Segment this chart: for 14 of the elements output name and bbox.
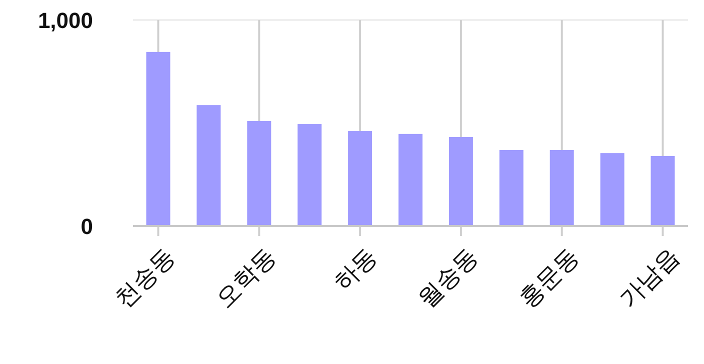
bar [196,105,221,226]
x-tick-label: 하동 [329,243,382,296]
y-tick-label: 0 [80,214,93,239]
bar [650,156,675,226]
y-tick-label: 1,000 [38,8,93,33]
bar [298,124,322,226]
bar [600,153,624,226]
bar [348,131,372,226]
bar [448,137,473,226]
bar [550,150,574,226]
bar [247,120,272,226]
bar [398,134,422,226]
bar [499,150,524,226]
bar [146,52,170,226]
